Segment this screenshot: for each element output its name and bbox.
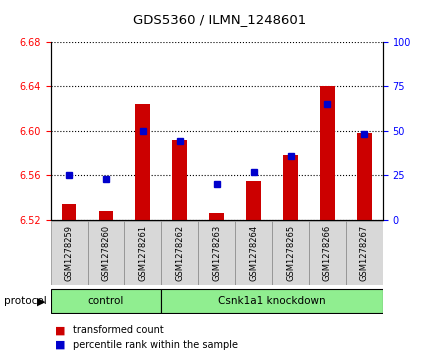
Bar [246,181,261,220]
Text: GSM1278265: GSM1278265 [286,225,295,281]
Bar [161,289,383,313]
Bar [51,289,161,313]
Text: GDS5360 / ILMN_1248601: GDS5360 / ILMN_1248601 [133,13,307,26]
Text: GSM1278263: GSM1278263 [212,225,221,281]
Bar [320,86,335,220]
Bar [272,221,309,285]
Bar [198,221,235,285]
Text: protocol: protocol [4,296,46,306]
Text: transformed count: transformed count [73,325,163,335]
Bar [161,221,198,285]
Bar [125,221,161,285]
Text: ■: ■ [55,325,66,335]
Bar [357,133,372,220]
Text: GSM1278260: GSM1278260 [102,225,110,281]
Text: control: control [88,296,124,306]
Bar [309,221,346,285]
Text: percentile rank within the sample: percentile rank within the sample [73,340,238,350]
Text: GSM1278267: GSM1278267 [360,225,369,281]
Bar [346,221,383,285]
Text: GSM1278261: GSM1278261 [138,225,147,281]
Text: ■: ■ [55,340,66,350]
Bar [99,211,114,220]
Bar [51,221,88,285]
Bar [283,155,298,220]
Text: Csnk1a1 knockdown: Csnk1a1 knockdown [218,296,326,306]
Text: GSM1278264: GSM1278264 [249,225,258,281]
Bar [209,213,224,220]
Bar [235,221,272,285]
Text: GSM1278262: GSM1278262 [175,225,184,281]
Bar [62,204,77,220]
Text: GSM1278266: GSM1278266 [323,225,332,281]
Bar [136,104,150,220]
Bar [172,140,187,220]
Text: ▶: ▶ [37,296,45,306]
Bar [88,221,125,285]
Text: GSM1278259: GSM1278259 [65,225,73,281]
